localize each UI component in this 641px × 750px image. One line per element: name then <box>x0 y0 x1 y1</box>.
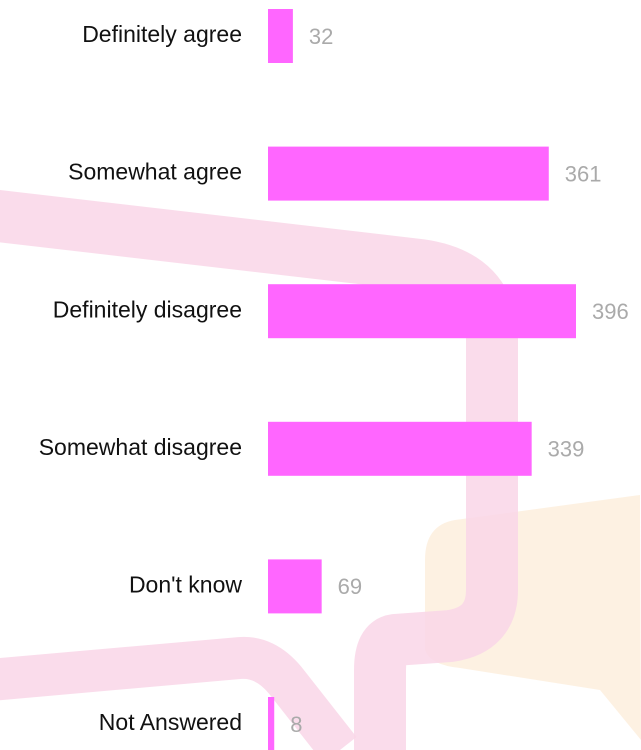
bar <box>268 559 322 613</box>
bar <box>268 422 532 476</box>
bar <box>268 284 576 338</box>
bar <box>268 9 293 63</box>
value-label: 361 <box>565 161 602 186</box>
category-label: Definitely disagree <box>53 296 242 322</box>
bar <box>268 147 549 201</box>
pink-ribbon <box>0 658 340 750</box>
value-label: 69 <box>338 574 362 599</box>
value-label: 396 <box>592 299 629 324</box>
category-label: Somewhat disagree <box>39 434 242 460</box>
value-label: 339 <box>548 437 585 462</box>
value-label: 8 <box>290 712 302 737</box>
category-label: Definitely agree <box>82 21 242 47</box>
value-label: 32 <box>309 24 333 49</box>
category-label: Not Answered <box>99 709 242 735</box>
chart: Definitely agree 32 Somewhat agree 361 Defin… <box>0 0 641 750</box>
bar <box>268 697 274 750</box>
category-label: Don't know <box>129 571 242 597</box>
category-label: Somewhat agree <box>68 159 242 185</box>
